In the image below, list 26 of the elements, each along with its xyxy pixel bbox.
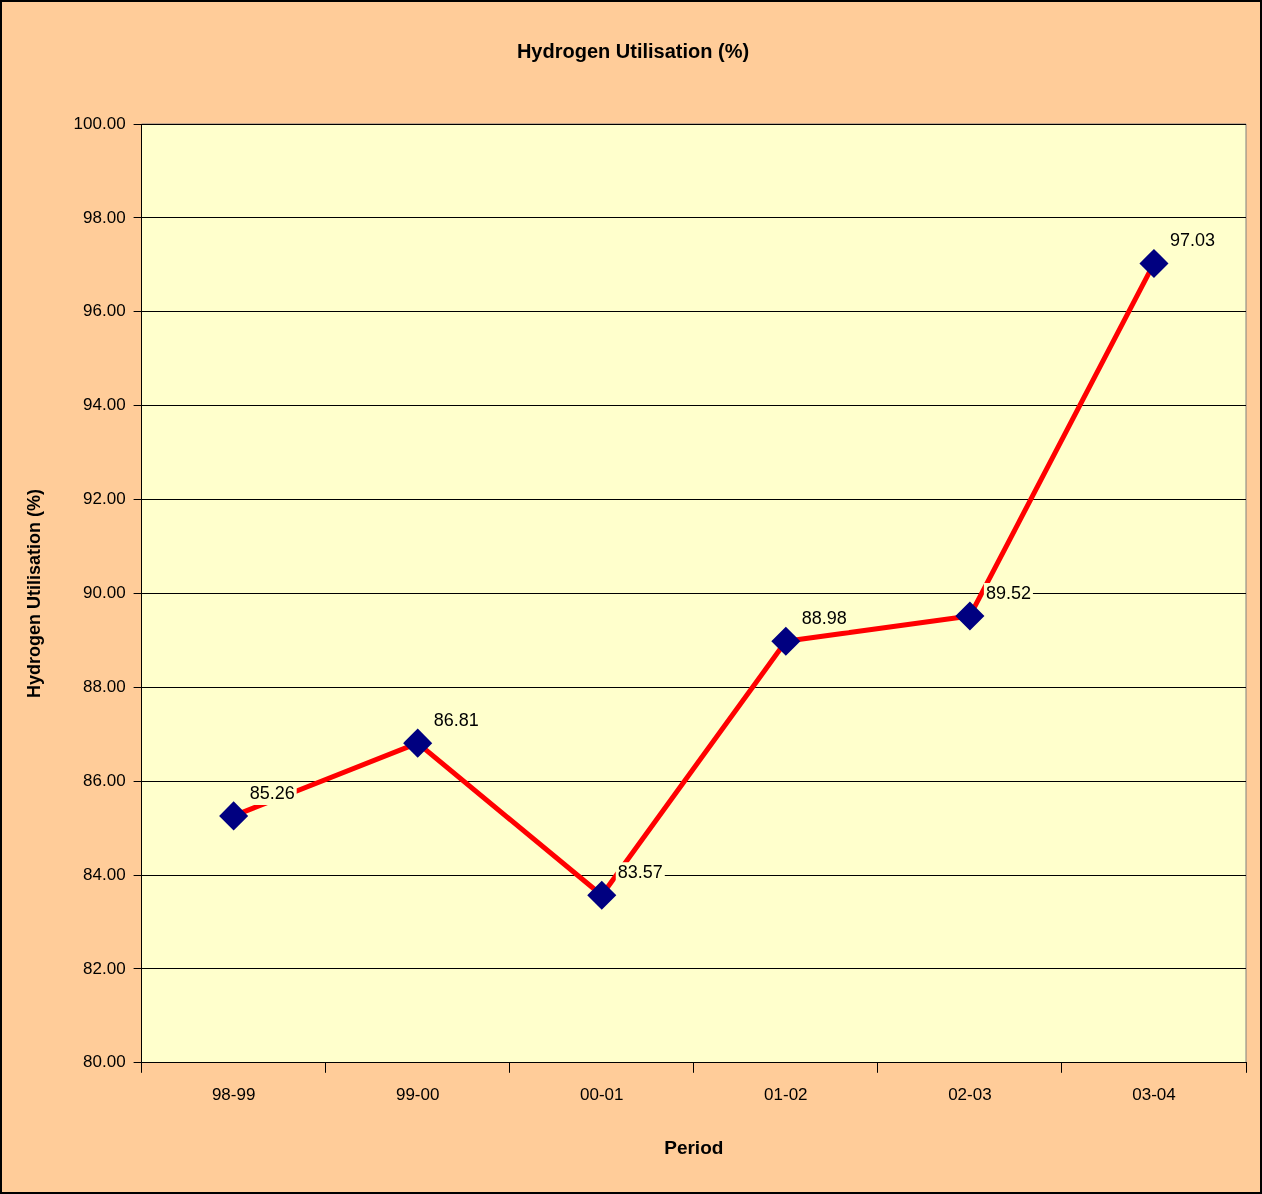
y-tick-label: 82.00 — [83, 958, 126, 978]
data-label: 88.98 — [801, 608, 847, 629]
y-tick-label: 80.00 — [83, 1052, 126, 1072]
y-tick-label: 90.00 — [83, 583, 126, 603]
data-label: 97.03 — [1169, 230, 1216, 251]
y-tick-label: 98.00 — [83, 207, 126, 227]
y-tick-label: 86.00 — [83, 770, 126, 790]
data-label: 86.81 — [433, 710, 479, 731]
x-tick-label: 99-00 — [395, 1084, 440, 1104]
y-tick-label: 92.00 — [83, 489, 126, 509]
x-axis-title: Period — [664, 1136, 724, 1158]
data-label: 83.57 — [617, 862, 663, 883]
y-tick-label: 96.00 — [83, 301, 126, 321]
chart-title: Hydrogen Utilisation (%) — [516, 39, 750, 62]
data-label: 85.26 — [249, 782, 295, 803]
x-tick-label: 03-04 — [1132, 1084, 1176, 1104]
x-tick-label: 98-99 — [211, 1084, 256, 1104]
y-tick-label: 88.00 — [83, 676, 126, 696]
y-tick-label: 84.00 — [83, 864, 126, 884]
x-tick-label: 01-02 — [764, 1084, 808, 1104]
x-tick-label: 02-03 — [948, 1084, 992, 1104]
y-axis-title: Hydrogen Utilisation (%) — [23, 488, 44, 698]
data-label: 89.52 — [985, 582, 1031, 603]
x-tick-label: 00-01 — [580, 1084, 624, 1104]
y-tick-label: 94.00 — [83, 395, 126, 415]
y-tick-label: 100.00 — [73, 113, 126, 133]
